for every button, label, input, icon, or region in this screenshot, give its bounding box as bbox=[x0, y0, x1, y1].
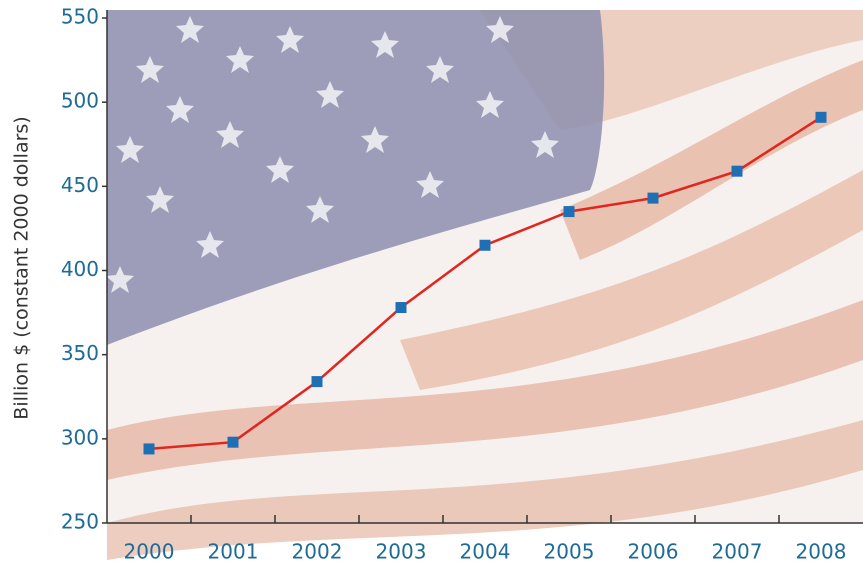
y-tick-label: 500 bbox=[61, 89, 99, 113]
x-tick-label: 2007 bbox=[712, 540, 763, 564]
marker bbox=[143, 443, 155, 455]
y-tick-label: 300 bbox=[61, 425, 99, 449]
y-tick-label: 350 bbox=[61, 341, 99, 365]
x-tick-label: 2008 bbox=[796, 540, 847, 564]
marker bbox=[563, 206, 575, 218]
x-tick-label: 2005 bbox=[544, 540, 595, 564]
x-tick-label: 2004 bbox=[460, 540, 511, 564]
x-tick-label: 2002 bbox=[292, 540, 343, 564]
x-tick-label: 2001 bbox=[208, 540, 259, 564]
marker bbox=[647, 192, 659, 204]
y-tick-label: 250 bbox=[61, 510, 99, 534]
x-tick-label: 2006 bbox=[628, 540, 679, 564]
y-tick-label: 450 bbox=[61, 173, 99, 197]
marker bbox=[395, 302, 407, 314]
flag-background bbox=[106, 10, 863, 560]
marker bbox=[227, 436, 239, 448]
x-tick-label: 2000 bbox=[124, 540, 175, 564]
marker bbox=[311, 376, 323, 388]
y-tick-label: 400 bbox=[61, 257, 99, 281]
y-axis-label: Billion $ (constant 2000 dollars) bbox=[11, 116, 33, 419]
y-tick-label: 550 bbox=[61, 5, 99, 29]
marker bbox=[479, 239, 491, 251]
marker bbox=[731, 165, 743, 177]
marker bbox=[815, 111, 827, 123]
x-tick-label: 2003 bbox=[376, 540, 427, 564]
